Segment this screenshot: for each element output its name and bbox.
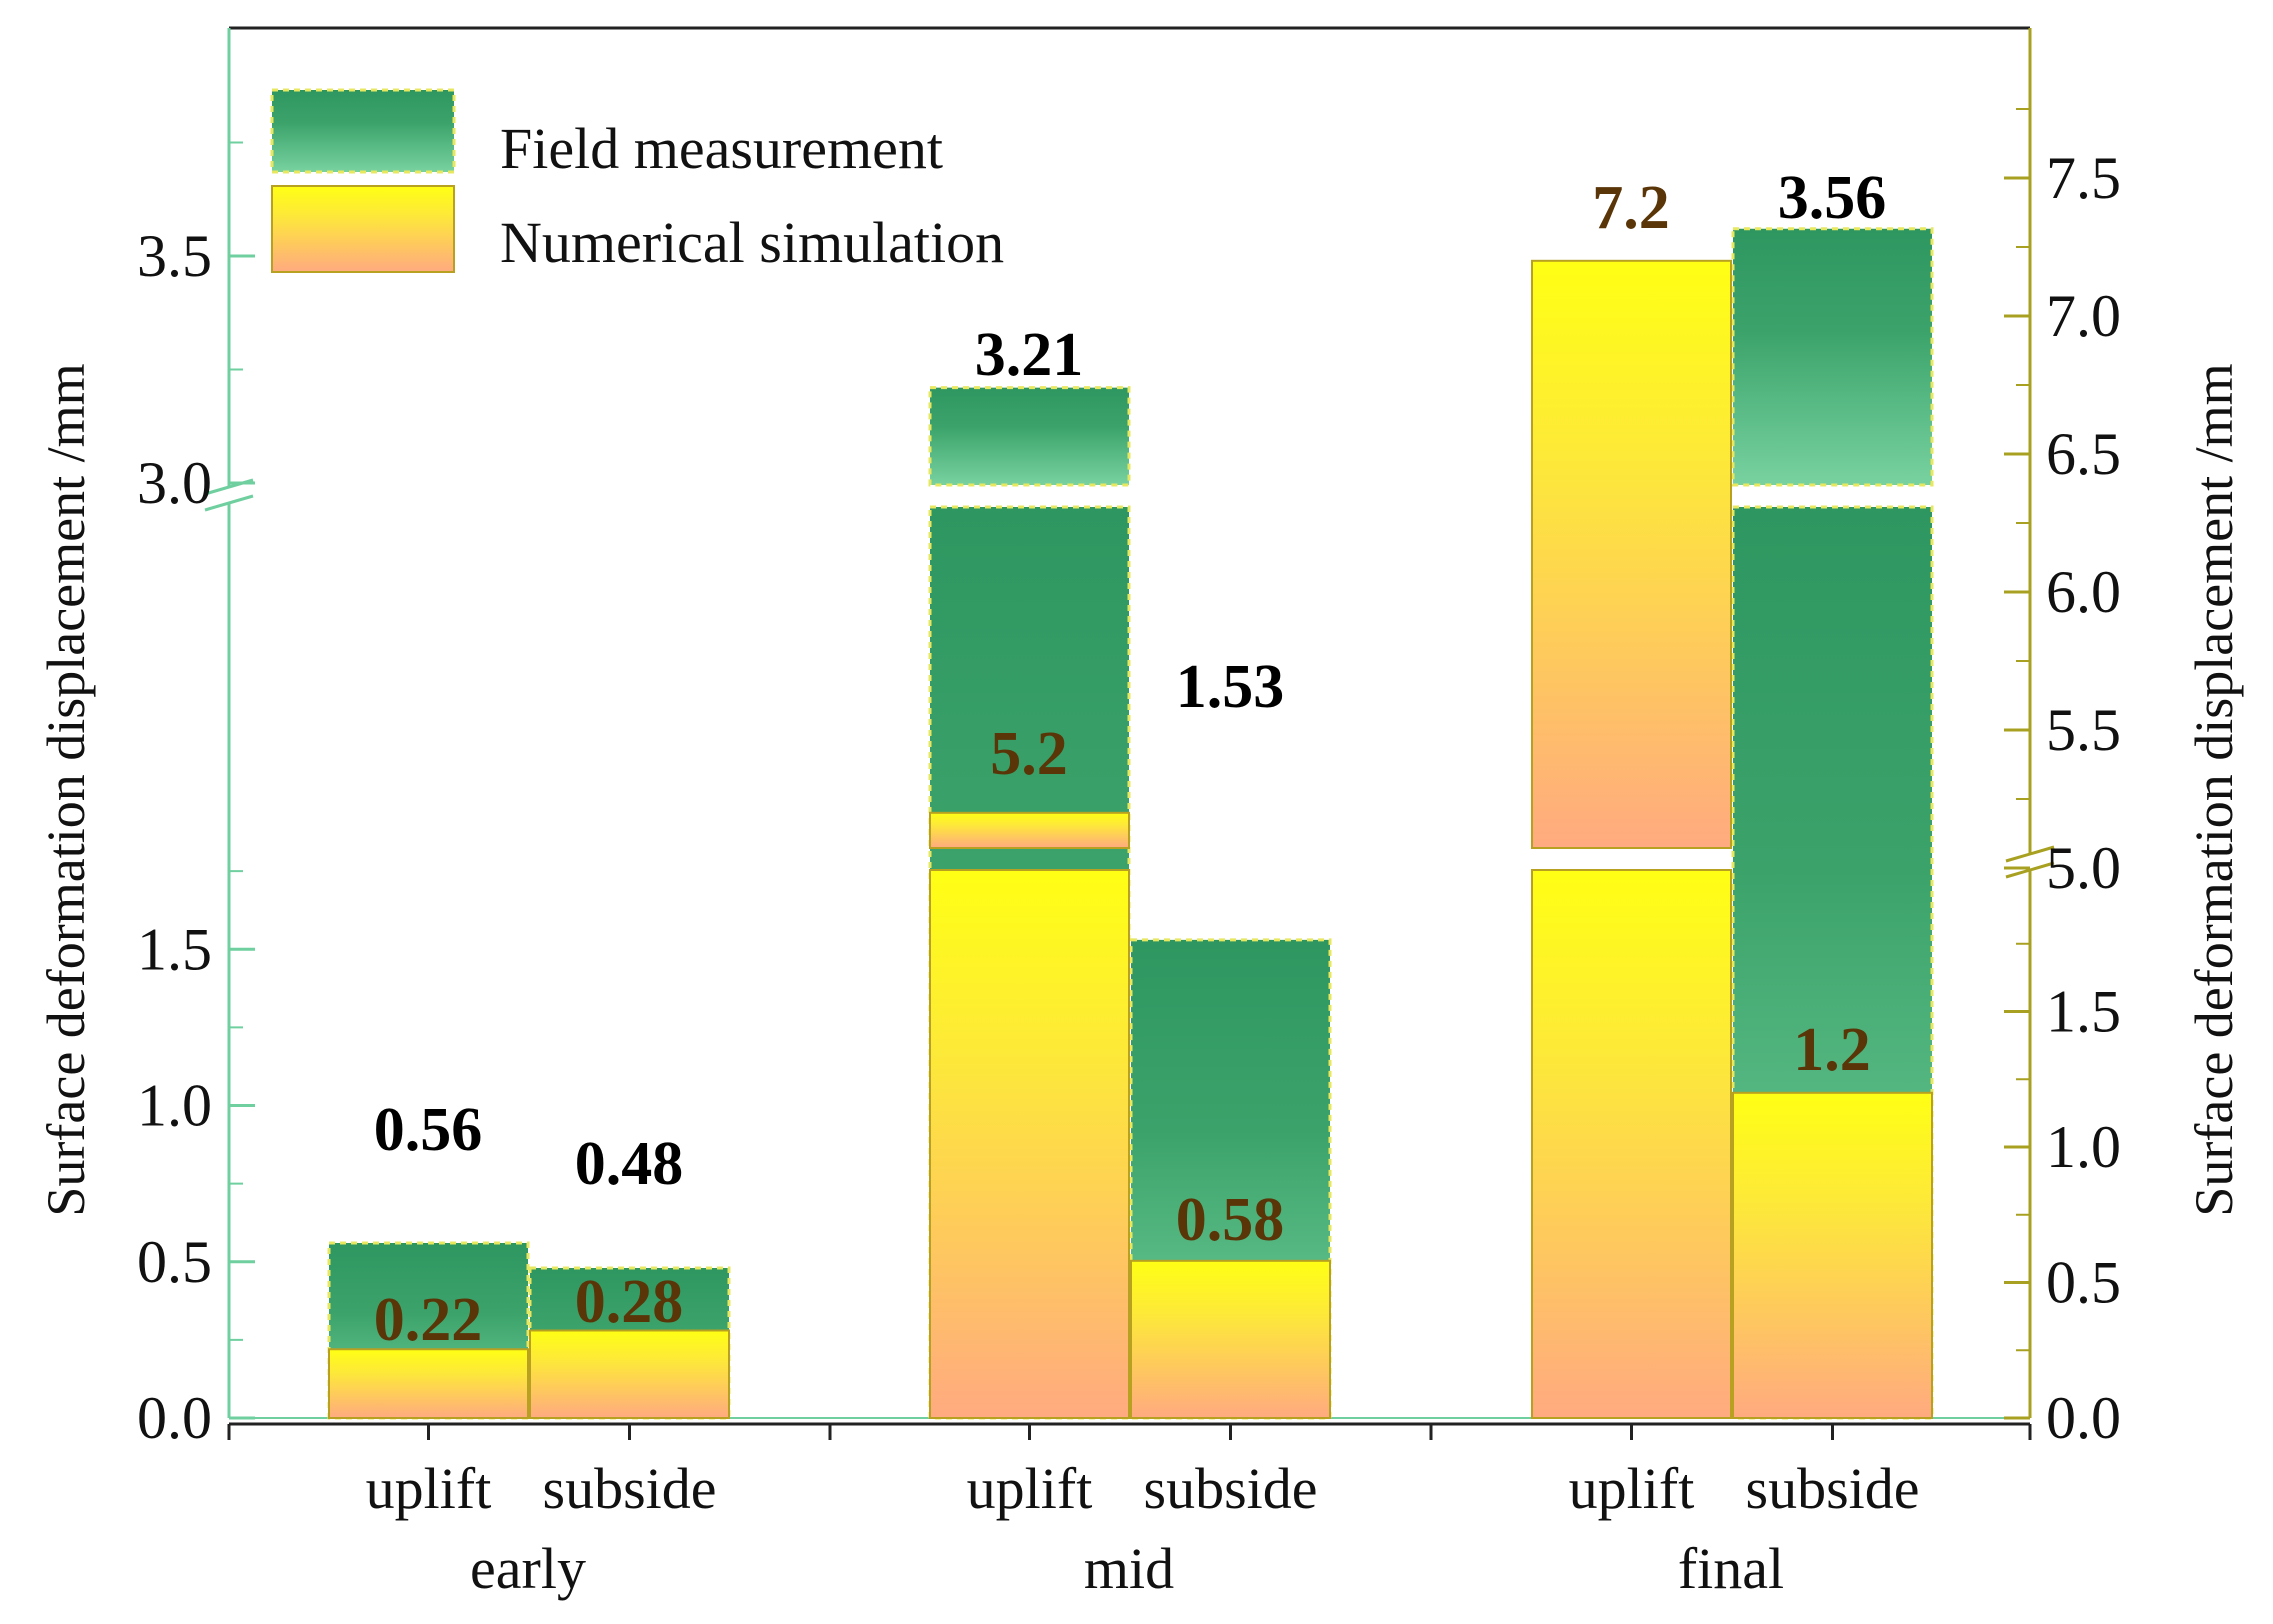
x-sub-label-mid-uplift: uplift [967, 1456, 1093, 1521]
right-axis-title: Surface deformation displacement /mm [2184, 363, 2244, 1216]
axis-break-mark [2005, 845, 2055, 863]
x-group-label-mid: mid [1084, 1536, 1174, 1601]
right-tick-label: 1.5 [2046, 979, 2121, 1045]
field-label-early-subside: 0.48 [575, 1130, 684, 1198]
right-tick-label: 6.5 [2046, 421, 2121, 487]
right-tick-label: 7.0 [2046, 283, 2121, 349]
x-sub-label-early-uplift: uplift [366, 1456, 492, 1521]
right-tick-label: 1.0 [2046, 1114, 2121, 1180]
left-tick-label: 0.5 [137, 1229, 212, 1295]
right-tick-label: 5.5 [2046, 697, 2121, 763]
x-sub-label-early-subside: subside [543, 1456, 717, 1521]
sim-bar-early-uplift [328, 1348, 529, 1419]
legend-swatch-simulation [271, 185, 455, 273]
legend-swatch-field [270, 88, 456, 174]
sim-bar-early-subside [529, 1329, 730, 1419]
data-labels-layer: 0.56 0.48 3.21 1.53 3.56 0.22 0.28 5.2 0.58 7.2 1.… [374, 164, 1887, 1354]
axis-break-mark [2005, 861, 2055, 879]
sim-label-mid-uplift: 5.2 [990, 720, 1068, 788]
field-label-early-uplift: 0.56 [374, 1096, 483, 1164]
bars-layer [327, 227, 1934, 1420]
field-label-mid-uplift: 3.21 [975, 321, 1084, 389]
x-group-label-early: early [470, 1536, 586, 1601]
sim-bar-mid-uplift-lower [929, 869, 1130, 1419]
sim-label-mid-subside: 0.58 [1176, 1186, 1285, 1254]
right-tick-label: 0.5 [2046, 1250, 2121, 1316]
field-label-final-subside: 3.56 [1778, 164, 1887, 232]
sim-bar-final-subside [1732, 1091, 1933, 1420]
sim-label-early-subside: 0.28 [575, 1268, 684, 1336]
left-tick-label: 0.0 [137, 1385, 212, 1451]
sim-bar-final-uplift-lower [1531, 869, 1732, 1419]
field-bar-mid-uplift [928, 386, 1131, 487]
x-group-label-final: final [1678, 1536, 1784, 1601]
axes-layer: 0.0 0.5 1.0 1.5 3.0 3.5 0.0 0.5 1.0 1.5 5.0 5.5 6.0 6… [137, 108, 2121, 1601]
sim-label-early-uplift: 0.22 [374, 1286, 483, 1354]
right-tick-label: 5.0 [2046, 835, 2121, 901]
field-bar-final-subside [1731, 227, 1934, 487]
left-tick-label: 1.0 [137, 1073, 212, 1139]
sim-bar-mid-subside [1130, 1259, 1331, 1419]
legend-label-simulation: Numerical simulation [500, 210, 1004, 275]
axis-break-gap [2024, 855, 2036, 869]
left-tick-label: 1.5 [137, 916, 212, 982]
left-tick-label: 3.0 [137, 450, 212, 516]
right-tick-label: 6.0 [2046, 559, 2121, 625]
sim-label-final-uplift: 7.2 [1592, 174, 1670, 242]
left-axis-title: Surface deformation displacement /mm [36, 363, 96, 1216]
sim-bar-mid-uplift [929, 811, 1130, 849]
sim-bar-final-uplift [1531, 259, 1732, 849]
x-sub-label-final-uplift: uplift [1569, 1456, 1695, 1521]
sim-label-final-subside: 1.2 [1793, 1016, 1871, 1084]
axis-break-gap [223, 488, 235, 502]
legend: Field measurement Numerical simulation [270, 88, 1004, 275]
legend-label-field: Field measurement [500, 116, 943, 181]
field-label-mid-subside: 1.53 [1176, 653, 1285, 721]
axis-break-mark [204, 494, 254, 512]
x-sub-label-mid-subside: subside [1144, 1456, 1318, 1521]
x-sub-label-final-subside: subside [1746, 1456, 1920, 1521]
right-tick-label: 0.0 [2046, 1385, 2121, 1451]
right-tick-label: 7.5 [2046, 145, 2121, 211]
left-tick-label: 3.5 [137, 223, 212, 289]
